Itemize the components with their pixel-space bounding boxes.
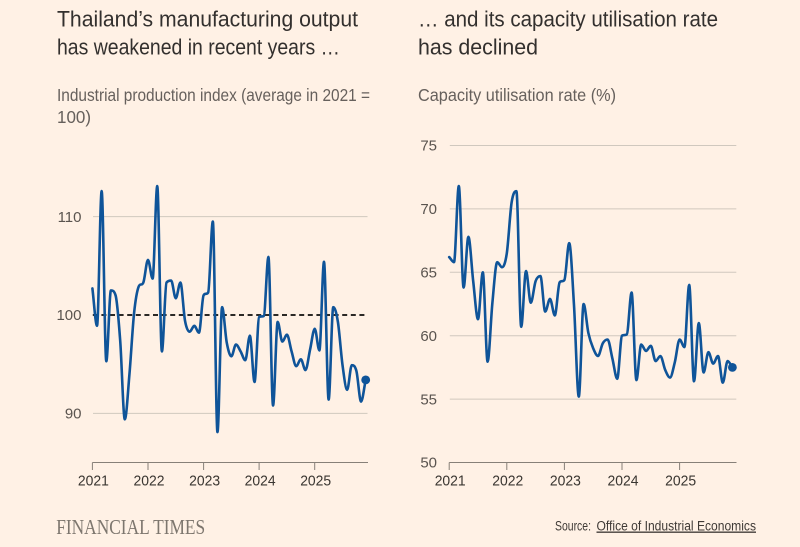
svg-text:2024: 2024 bbox=[245, 473, 276, 490]
svg-text:65: 65 bbox=[420, 265, 437, 282]
svg-text:2021: 2021 bbox=[435, 473, 466, 490]
svg-text:FINANCIAL TIMES: FINANCIAL TIMES bbox=[56, 515, 205, 539]
svg-text:100): 100) bbox=[57, 107, 91, 127]
svg-text:55: 55 bbox=[420, 391, 437, 408]
svg-text:has weakened in recent years …: has weakened in recent years … bbox=[57, 35, 340, 60]
svg-text:2022: 2022 bbox=[134, 473, 165, 490]
svg-text:50: 50 bbox=[420, 455, 437, 472]
svg-text:2023: 2023 bbox=[189, 473, 220, 490]
svg-text:90: 90 bbox=[65, 406, 82, 423]
svg-text:75: 75 bbox=[420, 138, 437, 155]
svg-text:… and its capacity utilisation: … and its capacity utilisation rate bbox=[418, 7, 718, 32]
svg-text:Office of Industrial Economics: Office of Industrial Economics bbox=[597, 519, 757, 534]
svg-text:Industrial production index (a: Industrial production index (average in … bbox=[57, 85, 370, 105]
svg-text:Source:: Source: bbox=[555, 519, 591, 534]
svg-text:has declined: has declined bbox=[418, 35, 538, 60]
svg-text:2025: 2025 bbox=[300, 473, 331, 490]
svg-text:70: 70 bbox=[420, 201, 437, 218]
svg-text:2024: 2024 bbox=[608, 473, 639, 490]
svg-text:2022: 2022 bbox=[492, 473, 523, 490]
svg-text:100: 100 bbox=[56, 307, 81, 324]
svg-text:110: 110 bbox=[58, 209, 82, 226]
svg-text:Thailand’s manufacturing outpu: Thailand’s manufacturing output bbox=[57, 7, 358, 32]
svg-text:2023: 2023 bbox=[550, 473, 581, 490]
svg-text:2025: 2025 bbox=[665, 473, 696, 490]
svg-text:Capacity utilisation rate (%): Capacity utilisation rate (%) bbox=[418, 85, 616, 105]
svg-text:2021: 2021 bbox=[78, 473, 109, 490]
svg-text:60: 60 bbox=[420, 328, 437, 345]
